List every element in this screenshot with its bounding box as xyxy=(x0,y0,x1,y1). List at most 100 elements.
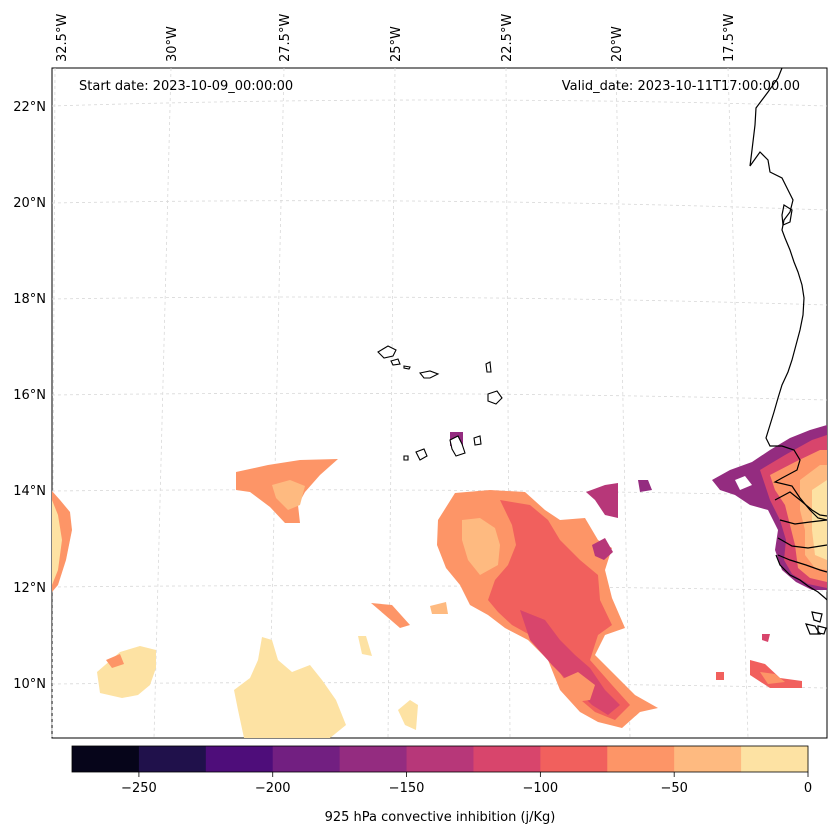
colorbar-tick-label: −100 xyxy=(523,781,559,796)
island-sao-nicolau xyxy=(419,370,440,379)
colorbar-tick-label: −250 xyxy=(121,781,157,796)
contour-patch-23w-11n xyxy=(430,602,448,614)
contour-patch-16w-9-5n-inner xyxy=(760,672,785,684)
colorbar-frame xyxy=(71,745,809,773)
contour-patch-19w-14n xyxy=(586,483,618,518)
lon-label-22-5w: 22.5°W xyxy=(500,14,515,62)
colorbar-segment xyxy=(607,746,675,772)
contour-patch-16w-9-5n xyxy=(750,660,802,688)
colorbar-ticks: −250 −200 −150 −100 −50 0 xyxy=(121,772,812,796)
start-date-label: Start date: 2023-10-09_00:00:00 xyxy=(79,79,293,94)
coastline-bijagos-1 xyxy=(811,611,823,623)
lat-label-12n: 12°N xyxy=(13,581,46,596)
lon-label-30w: 30°W xyxy=(165,26,180,62)
coastline-bijagos-3 xyxy=(817,625,827,635)
lat-label-22n: 22°N xyxy=(13,100,46,115)
border-gambia-north xyxy=(779,519,828,525)
lon-label-32-5w: 32.5°W xyxy=(55,14,70,62)
colorbar-segment xyxy=(406,746,474,772)
meridian-30w xyxy=(153,67,172,739)
parallel-18n xyxy=(51,296,828,306)
contour-central-magenta xyxy=(592,538,613,560)
lon-label-25w: 25°W xyxy=(389,26,404,62)
island-boa-vista xyxy=(487,390,503,405)
valid-date-label: Valid_date: 2023-10-11T17:00:00.00 xyxy=(562,79,800,94)
island-fogo xyxy=(415,448,428,461)
map-frame xyxy=(51,67,828,739)
contour-west-edge-inner xyxy=(52,500,62,585)
coastline-mauritania-senegal xyxy=(749,67,828,521)
lon-label-20w: 20°W xyxy=(610,26,625,62)
border-guinea-bissau xyxy=(777,554,828,573)
meridian-27-5w xyxy=(268,67,285,739)
colorbar-segments xyxy=(72,746,809,772)
contour-patch-17w-10n xyxy=(762,634,770,642)
contour-central-light2 xyxy=(560,672,595,702)
colorbar-tick-label: −200 xyxy=(255,781,291,796)
island-sao-vicente xyxy=(390,358,401,366)
meridian-20w xyxy=(615,67,631,739)
contour-south-small xyxy=(398,700,418,730)
border-gambia-south xyxy=(777,537,828,549)
contour-sw-blob-edge xyxy=(106,654,124,668)
island-santo-antao xyxy=(377,345,397,359)
map-panel xyxy=(51,67,828,739)
island-maio xyxy=(473,435,482,446)
colorbar-segment xyxy=(674,746,742,772)
colorbar-segment xyxy=(339,746,408,772)
colorbar: −250 −200 −150 −100 −50 0 925 hPa convective … xyxy=(71,745,812,825)
contour-nw-blob-inner xyxy=(272,480,305,510)
longitude-labels: 32.5°W 30°W 27.5°W 25°W 22.5°W 20°W 17.5… xyxy=(55,14,737,62)
contour-patch-17-5w-9-5n xyxy=(716,672,724,680)
colorbar-segment xyxy=(741,746,809,772)
contour-sw-blob xyxy=(97,646,156,698)
contour-central-mid xyxy=(488,500,630,720)
cape-verde-islands xyxy=(377,345,503,461)
contour-central-core xyxy=(520,610,620,715)
graticule xyxy=(51,67,828,739)
border-senegal-mauritania xyxy=(774,491,828,517)
parallel-14n xyxy=(51,489,828,497)
lat-label-20n: 20°N xyxy=(13,196,46,211)
parallel-20n xyxy=(51,200,828,211)
lat-label-10n: 10°N xyxy=(13,677,46,692)
island-brava xyxy=(403,455,409,461)
contour-central-light xyxy=(462,518,500,575)
island-santiago xyxy=(449,435,466,457)
colorbar-segment xyxy=(272,746,341,772)
colorbar-segment xyxy=(72,746,140,772)
meridian-25w xyxy=(387,67,396,739)
contour-coast-pale xyxy=(812,480,827,560)
colorbar-tick-label: −50 xyxy=(660,781,687,796)
lat-label-18n: 18°N xyxy=(13,292,46,307)
meridian-32-5w xyxy=(51,67,56,739)
contour-patch-25w-10n xyxy=(358,636,372,656)
colorbar-tick-label: 0 xyxy=(804,781,812,796)
contour-coast-hole xyxy=(735,476,752,490)
island-sal xyxy=(485,361,492,373)
colorbar-label: 925 hPa convective inhibition (j/Kg) xyxy=(325,810,556,825)
parallel-22n xyxy=(51,99,828,107)
contour-patch-18w-14n xyxy=(638,480,652,492)
meridian-17-5w xyxy=(727,67,749,739)
lat-label-16n: 16°N xyxy=(13,388,46,403)
colorbar-segment xyxy=(205,746,274,772)
colorbar-tick-label: −150 xyxy=(389,781,425,796)
island-santa-luzia xyxy=(403,365,411,370)
lat-label-14n: 14°N xyxy=(13,484,46,499)
parallel-16n xyxy=(51,392,828,401)
coastline-guinea-bissau xyxy=(775,554,828,601)
coastline-bijagos-2 xyxy=(805,623,822,635)
colorbar-segment xyxy=(138,746,207,772)
coastline-banc-arguin xyxy=(781,204,793,226)
colorbar-segment xyxy=(473,746,541,772)
contour-patch-24w-11n xyxy=(371,603,410,628)
colorbar-segment xyxy=(540,746,608,772)
contour-south-blob xyxy=(234,637,346,738)
lon-label-17-5w: 17.5°W xyxy=(722,14,737,62)
latitude-labels: 22°N 20°N 18°N 16°N 14°N 12°N 10°N xyxy=(13,100,46,692)
lon-label-27-5w: 27.5°W xyxy=(278,14,293,62)
parallel-12n xyxy=(51,585,828,592)
parallel-10n xyxy=(51,682,828,689)
